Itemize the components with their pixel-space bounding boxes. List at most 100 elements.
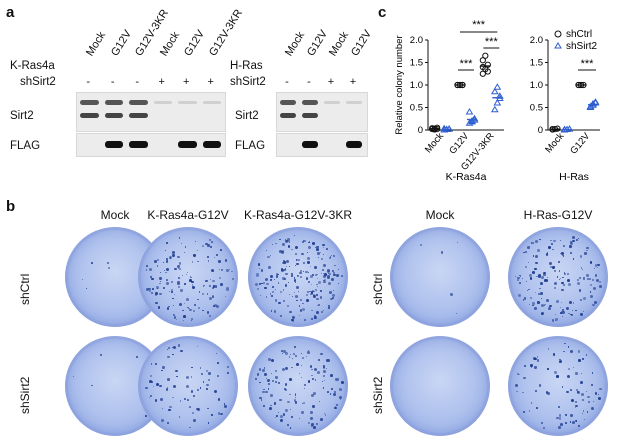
colony [582, 277, 586, 280]
colony [280, 315, 282, 317]
row-title-right: shSirt2 [371, 376, 385, 414]
colony [571, 236, 575, 240]
colony [312, 392, 316, 396]
colony [287, 401, 290, 404]
colony [188, 307, 190, 309]
colony [312, 405, 316, 409]
colony [165, 271, 168, 274]
colony [576, 239, 578, 241]
y-tick-label: 0 [418, 125, 423, 136]
colony [284, 388, 286, 390]
colony [534, 291, 537, 293]
colony [577, 279, 580, 282]
colony [549, 305, 552, 308]
colony [562, 283, 565, 286]
colony [306, 261, 310, 265]
colony [197, 250, 199, 252]
colony [295, 397, 297, 399]
colony [311, 374, 313, 376]
colony [329, 297, 333, 301]
colony [546, 299, 550, 303]
culture-dish [508, 336, 608, 436]
colony [191, 280, 194, 284]
colony [167, 348, 169, 351]
colony [318, 281, 322, 285]
colony [106, 261, 109, 264]
colony [265, 295, 268, 298]
colony [571, 421, 575, 425]
colony [150, 363, 153, 365]
colony [317, 277, 319, 279]
colony [199, 367, 202, 369]
colony [548, 306, 551, 310]
colony [322, 264, 326, 268]
colony [205, 388, 208, 391]
colony [594, 274, 598, 277]
colony [326, 358, 330, 362]
colony [537, 359, 540, 362]
colony [586, 274, 590, 278]
colony [543, 426, 546, 429]
colony [300, 376, 302, 378]
colony [329, 393, 332, 395]
colony [530, 296, 533, 299]
colony [326, 275, 330, 279]
y-tick-label: 0 [538, 125, 543, 136]
colony [588, 400, 591, 403]
colony [149, 375, 152, 378]
colony [178, 286, 181, 289]
colony [311, 378, 314, 381]
colony [272, 291, 274, 294]
colony [581, 412, 584, 415]
colony [193, 394, 196, 397]
shctrl-point [482, 52, 489, 59]
colony [562, 276, 564, 279]
colony [298, 315, 300, 317]
colony [566, 272, 570, 275]
colony [558, 406, 560, 408]
colony [560, 358, 562, 360]
colony [317, 305, 319, 307]
colony [146, 288, 150, 292]
colony [186, 271, 188, 274]
colony [543, 273, 546, 276]
colony [282, 259, 285, 262]
dish-rim [248, 336, 348, 436]
colony [322, 364, 326, 368]
colony [168, 408, 171, 412]
colony [150, 394, 153, 397]
colony [285, 239, 287, 241]
colony [307, 380, 311, 384]
sirt2-label-right: Sirt2 [235, 110, 259, 122]
colony [546, 253, 549, 256]
shctrl-point [431, 126, 438, 133]
colony [176, 281, 180, 285]
colony [217, 375, 220, 378]
colony [284, 351, 288, 355]
colony [577, 390, 580, 393]
x-tick-label: G12V [447, 130, 471, 156]
colony [292, 296, 294, 298]
colony [323, 367, 326, 370]
colony [517, 276, 521, 280]
colony [579, 381, 583, 384]
colony [329, 273, 332, 275]
colony [220, 249, 223, 251]
sirt2-band-lower [129, 113, 148, 118]
colony [164, 250, 167, 252]
colony [299, 372, 301, 374]
colony [157, 306, 161, 309]
colony [577, 238, 579, 240]
colony [308, 241, 310, 244]
colony [592, 401, 595, 403]
colony [560, 301, 562, 303]
colony [323, 253, 325, 255]
colony [563, 272, 566, 274]
colony [215, 352, 218, 355]
colony [561, 288, 565, 292]
colony [278, 381, 281, 384]
colony [559, 253, 561, 255]
colony [566, 374, 570, 379]
colony [563, 342, 566, 345]
colony [589, 283, 592, 287]
